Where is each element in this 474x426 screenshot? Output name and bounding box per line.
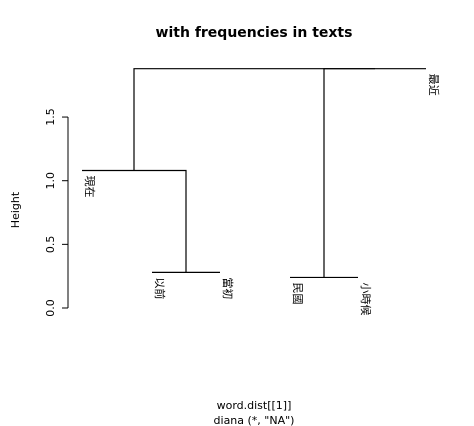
merge-branch-m4 <box>323 68 426 278</box>
y-tick-label: 0.0 <box>44 299 57 317</box>
leaf-label: 小時候 <box>359 282 373 315</box>
leaf-label: 民國 <box>291 282 304 304</box>
x-axis-label: word.dist[[1]] <box>217 399 292 412</box>
merge-branch-m3 <box>82 169 187 273</box>
chart-title: with frequencies in texts <box>156 25 353 41</box>
leaf-label: 當初 <box>221 277 235 299</box>
leaf-label: 最近 <box>427 74 440 96</box>
leaf-label: 現在 <box>83 176 96 198</box>
y-axis: 0.0 0.5 1.0 1.5 <box>44 108 69 317</box>
y-tick-label: 0.5 <box>44 236 57 254</box>
merge-branch-m5 <box>133 68 375 171</box>
x-axis-sublabel: diana (*, "NA") <box>214 414 295 426</box>
y-tick-label: 1.5 <box>44 108 57 126</box>
leaf-label: 以前 <box>153 277 167 299</box>
y-axis-label: Height <box>9 191 22 228</box>
y-tick-label: 1.0 <box>44 172 57 190</box>
dendrogram-branches <box>82 68 426 279</box>
